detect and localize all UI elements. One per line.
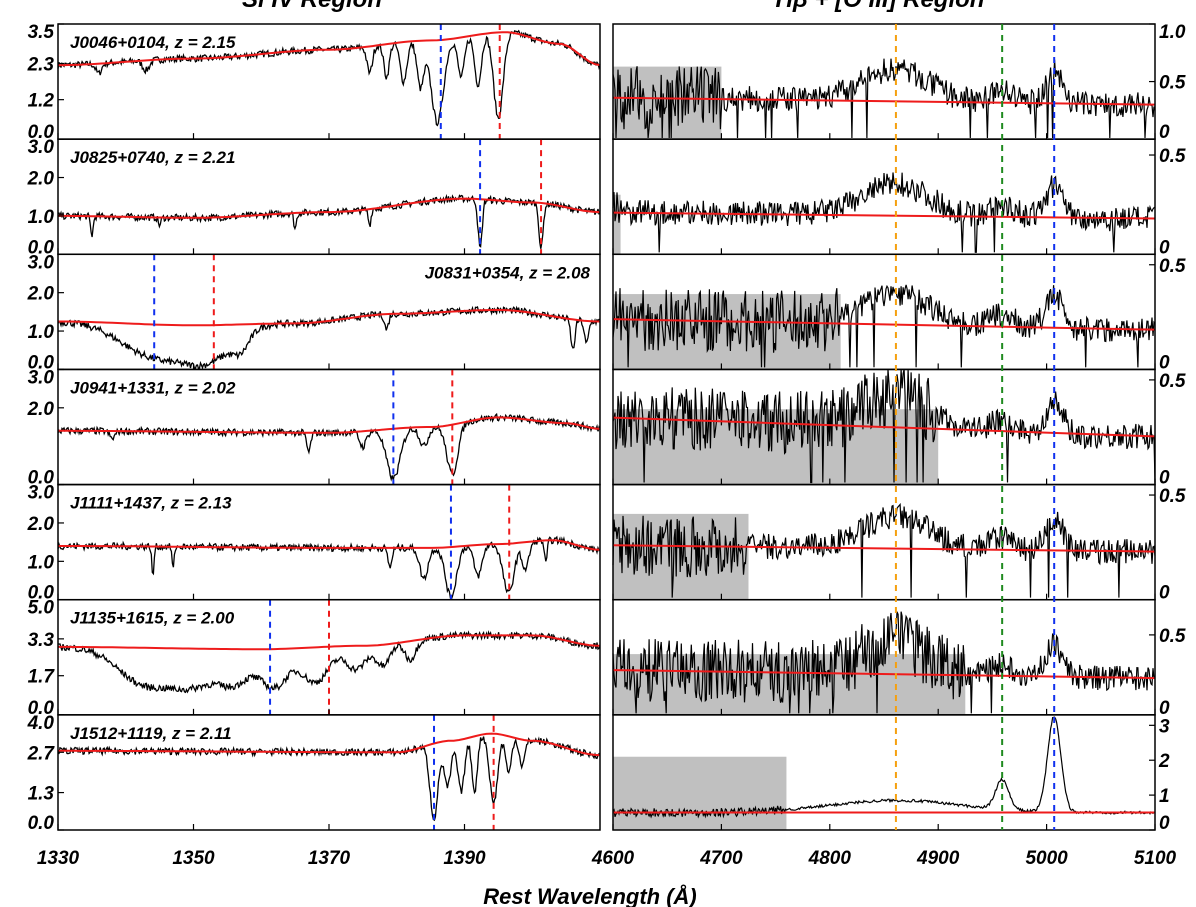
right-y-tick-label: 0 [1159, 237, 1170, 258]
left-y-tick-label: 0.0 [28, 352, 55, 373]
left-y-tick-label: 3.0 [28, 252, 55, 273]
right-shaded-region [613, 756, 787, 830]
right-spectrum-line [612, 611, 1156, 714]
left-y-tick-label: 0.0 [28, 237, 55, 258]
right-shaded-region [613, 194, 621, 255]
right-continuum-fit [612, 96, 1156, 106]
right-y-tick-label: 0 [1159, 468, 1170, 489]
left-y-tick-label: 3.0 [28, 137, 55, 158]
left-spectrum-line [58, 736, 601, 822]
left-panel-object-label: J0046+0104, z = 2.15 [70, 33, 236, 52]
left-y-tick-label: 1.2 [28, 91, 55, 112]
right-x-tick-label: 4900 [916, 848, 960, 869]
left-y-tick-label: 2.0 [27, 399, 55, 420]
right-spectrum-line [612, 58, 1156, 139]
right-spectrum-line [612, 502, 1156, 598]
left-y-tick-label: 3.0 [28, 367, 55, 388]
right-shaded-region [613, 409, 939, 485]
left-y-tick-label: 5.0 [28, 598, 55, 619]
left-x-tick-label: 1350 [172, 848, 215, 869]
left-continuum-fit [58, 732, 601, 757]
left-y-tick-label: 1.0 [28, 207, 55, 228]
right-y-tick-label: 3 [1159, 716, 1170, 737]
left-panel-object-label: J1135+1615, z = 2.00 [70, 609, 235, 628]
right-x-tick-label: 5000 [1025, 848, 1068, 869]
right-panel-frame [612, 714, 1156, 831]
right-continuum-fit [612, 211, 1156, 220]
left-y-tick-label: 3.5 [28, 22, 55, 43]
right-spectrum-line [612, 172, 1156, 253]
left-spectrum-line [57, 535, 601, 600]
left-spectrum-line [57, 629, 601, 694]
right-x-tick-label: 4700 [699, 848, 743, 869]
right-x-tick-label: 4600 [591, 848, 635, 869]
right-y-tick-label: 0 [1159, 583, 1170, 604]
right-y-tick-label: 0 [1159, 352, 1170, 373]
left-y-tick-label: 2.7 [27, 743, 56, 764]
left-y-tick-label: 2.0 [27, 514, 55, 535]
right-continuum-fit [612, 318, 1156, 331]
right-y-tick-label: 0 [1159, 698, 1170, 719]
left-spectrum-line [57, 193, 601, 249]
left-y-tick-label: 3.3 [28, 630, 55, 651]
left-y-tick-label: 0.0 [28, 698, 55, 719]
left-panel-object-label: J1512+1119, z = 2.11 [70, 724, 232, 743]
left-y-tick-label: 1.7 [28, 667, 56, 688]
left-y-tick-label: 1.0 [28, 322, 55, 343]
right-y-tick-label: 0 [1159, 813, 1170, 834]
right-spectrum-line [612, 284, 1156, 368]
left-x-tick-label: 1390 [443, 848, 486, 869]
left-panel-object-label: J0941+1331, z = 2.02 [70, 378, 236, 397]
left-continuum-fit [58, 197, 601, 219]
left-panel-object-label: J0825+0740, z = 2.21 [70, 148, 235, 167]
left-y-tick-label: 4.0 [27, 713, 55, 734]
left-spectrum-line [57, 305, 601, 370]
right-column-title: Hβ + [O III] Region [776, 0, 985, 13]
left-panel-object-label: J1111+1437, z = 2.13 [70, 494, 232, 513]
left-y-tick-label: 0.0 [28, 468, 55, 489]
left-y-tick-label: 1.3 [28, 784, 55, 805]
right-spectrum-line [612, 716, 1156, 819]
right-y-tick-label: 0.5 [1159, 146, 1186, 167]
right-y-tick-label: 0.5 [1159, 73, 1186, 94]
right-y-tick-label: 1.0 [1159, 22, 1186, 43]
left-x-tick-label: 1370 [308, 848, 351, 869]
panels-layer: 3.5 2.3 1.2 0.0 J0046+0104, z = 2.15 3.0 2.0 1.… [27, 22, 1186, 869]
right-continuum-fit [612, 544, 1156, 553]
left-column-title: Si IV Region [242, 0, 382, 13]
left-spectrum-line [57, 29, 601, 127]
left-panel-object-label: J0831+0354, z = 2.08 [425, 263, 591, 282]
left-y-tick-label: 0.0 [28, 583, 55, 604]
left-y-tick-label: 0.0 [28, 813, 55, 834]
left-x-tick-label: 1330 [37, 848, 80, 869]
left-continuum-fit [58, 308, 601, 327]
left-y-tick-label: 2.3 [27, 54, 55, 75]
right-y-tick-label: 0 [1159, 122, 1170, 143]
right-x-tick-label: 4800 [808, 848, 852, 869]
right-y-tick-label: 0.5 [1159, 371, 1186, 392]
right-panel-frame [612, 138, 1156, 256]
left-spectrum-line [57, 412, 601, 482]
left-y-tick-label: 0.0 [28, 122, 55, 143]
right-spectrum-line [612, 369, 1156, 484]
left-y-tick-label: 2.0 [27, 169, 55, 190]
left-y-tick-label: 1.0 [28, 552, 55, 573]
x-axis-label: Rest Wavelength (Å) [483, 884, 697, 907]
left-continuum-fit [58, 31, 601, 67]
right-x-tick-label: 5100 [1134, 848, 1177, 869]
left-continuum-fit [58, 416, 601, 434]
right-y-tick-label: 2 [1158, 751, 1170, 772]
right-y-tick-label: 1 [1159, 786, 1170, 807]
right-continuum-fit [612, 669, 1156, 680]
right-y-tick-label: 0.5 [1159, 626, 1186, 647]
left-y-tick-label: 3.0 [28, 483, 55, 504]
left-y-tick-label: 2.0 [27, 284, 55, 305]
right-y-tick-label: 0.5 [1159, 256, 1186, 277]
right-continuum-fit [612, 416, 1156, 438]
right-y-tick-label: 0.5 [1159, 486, 1186, 507]
